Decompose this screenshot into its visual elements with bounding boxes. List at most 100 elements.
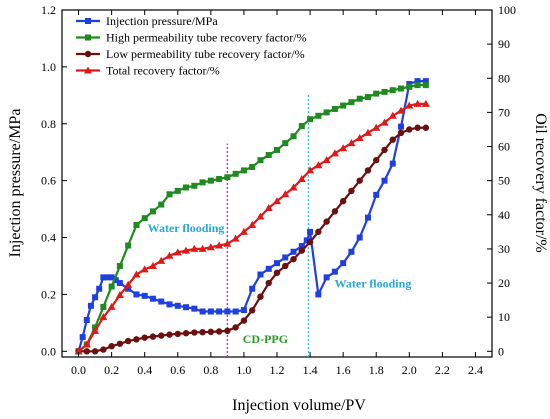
x-tick-label: 0.2: [104, 363, 119, 377]
y-right-tick-label: 100: [498, 3, 516, 17]
data-point: [232, 324, 239, 331]
data-point: [389, 160, 396, 167]
data-point: [356, 234, 363, 241]
data-point: [112, 277, 119, 284]
y-left-tick-label: 1.2: [41, 3, 56, 17]
y-left-tick-label: 0.6: [41, 174, 56, 188]
data-point: [96, 285, 103, 292]
data-point: [397, 129, 405, 137]
data-point: [273, 197, 281, 205]
y-right-tick-label: 80: [498, 71, 510, 85]
data-point: [315, 112, 322, 119]
data-point: [380, 118, 389, 126]
data-point: [314, 161, 323, 169]
data-point: [405, 101, 414, 109]
data-point: [364, 94, 371, 101]
data-point: [133, 222, 140, 229]
y-axis-left-title: Injection pressure/MPa: [7, 109, 24, 258]
data-point: [108, 283, 115, 290]
data-point: [406, 83, 413, 90]
data-point: [224, 327, 231, 335]
data-point: [100, 274, 107, 281]
y-left-tick-label: 0.4: [41, 231, 56, 245]
data-point: [91, 348, 99, 355]
data-point: [108, 342, 115, 350]
data-point: [166, 191, 173, 198]
data-point: [290, 255, 297, 263]
data-point: [330, 149, 339, 157]
y-right-tick-label: 10: [498, 310, 510, 324]
data-point: [104, 274, 111, 281]
data-point: [413, 99, 422, 107]
data-point: [422, 78, 429, 85]
series-3: [74, 99, 430, 355]
data-point: [165, 251, 174, 259]
data-point: [116, 262, 123, 269]
data-point: [422, 82, 429, 89]
data-point: [381, 88, 388, 95]
data-point: [141, 292, 148, 299]
x-tick-label: 1.8: [369, 363, 384, 377]
data-point: [307, 116, 314, 123]
data-point: [273, 269, 281, 277]
data-point: [240, 167, 247, 174]
data-point: [199, 308, 206, 315]
data-point: [82, 340, 91, 348]
series-2: [75, 124, 430, 355]
x-tick-label: 0.4: [137, 363, 152, 377]
legend-marker: [85, 34, 91, 41]
data-point: [124, 280, 133, 288]
data-point: [372, 123, 381, 131]
data-point: [248, 307, 256, 314]
data-point: [389, 87, 396, 94]
data-point: [298, 243, 305, 250]
data-point: [340, 102, 347, 109]
legend-label: High permeability tube recovery factor/%: [106, 31, 307, 45]
data-point: [83, 348, 91, 355]
data-point: [140, 265, 149, 273]
data-point: [158, 298, 165, 305]
data-point: [100, 303, 107, 310]
y-left-tick-label: 1.0: [41, 60, 56, 74]
data-point: [207, 328, 215, 336]
data-point: [307, 228, 314, 235]
data-point: [124, 337, 132, 345]
legend-label: Injection pressure/MPa: [106, 14, 218, 28]
data-point: [232, 308, 239, 315]
legend-marker: [84, 66, 92, 74]
x-tick-label: 1.2: [270, 363, 285, 377]
x-tick-label: 1.6: [336, 363, 351, 377]
x-tick-label: 0.6: [170, 363, 185, 377]
data-point: [125, 285, 132, 292]
data-point: [141, 334, 148, 341]
data-point: [421, 99, 430, 107]
data-point: [215, 241, 224, 249]
series-1: [75, 82, 429, 355]
y-right-tick-label: 20: [498, 276, 510, 290]
data-point: [207, 177, 214, 184]
data-point: [381, 146, 388, 154]
data-point: [348, 248, 355, 255]
data-point: [282, 140, 289, 147]
data-point: [257, 157, 264, 164]
data-point: [107, 302, 116, 310]
data-point: [191, 329, 198, 336]
data-point: [265, 279, 272, 287]
data-point: [100, 346, 107, 353]
data-point: [388, 111, 397, 119]
data-point: [257, 293, 264, 300]
data-point: [199, 328, 206, 336]
data-point: [306, 238, 314, 246]
data-point: [298, 123, 305, 130]
data-point: [406, 126, 413, 133]
y-left-tick-label: 0.0: [41, 344, 56, 358]
series-0: [75, 78, 429, 355]
data-point: [414, 82, 421, 89]
data-point: [265, 152, 272, 159]
data-point: [257, 271, 264, 278]
data-point: [264, 203, 273, 211]
data-point: [174, 330, 181, 338]
data-point: [282, 254, 289, 261]
data-point: [216, 308, 223, 315]
